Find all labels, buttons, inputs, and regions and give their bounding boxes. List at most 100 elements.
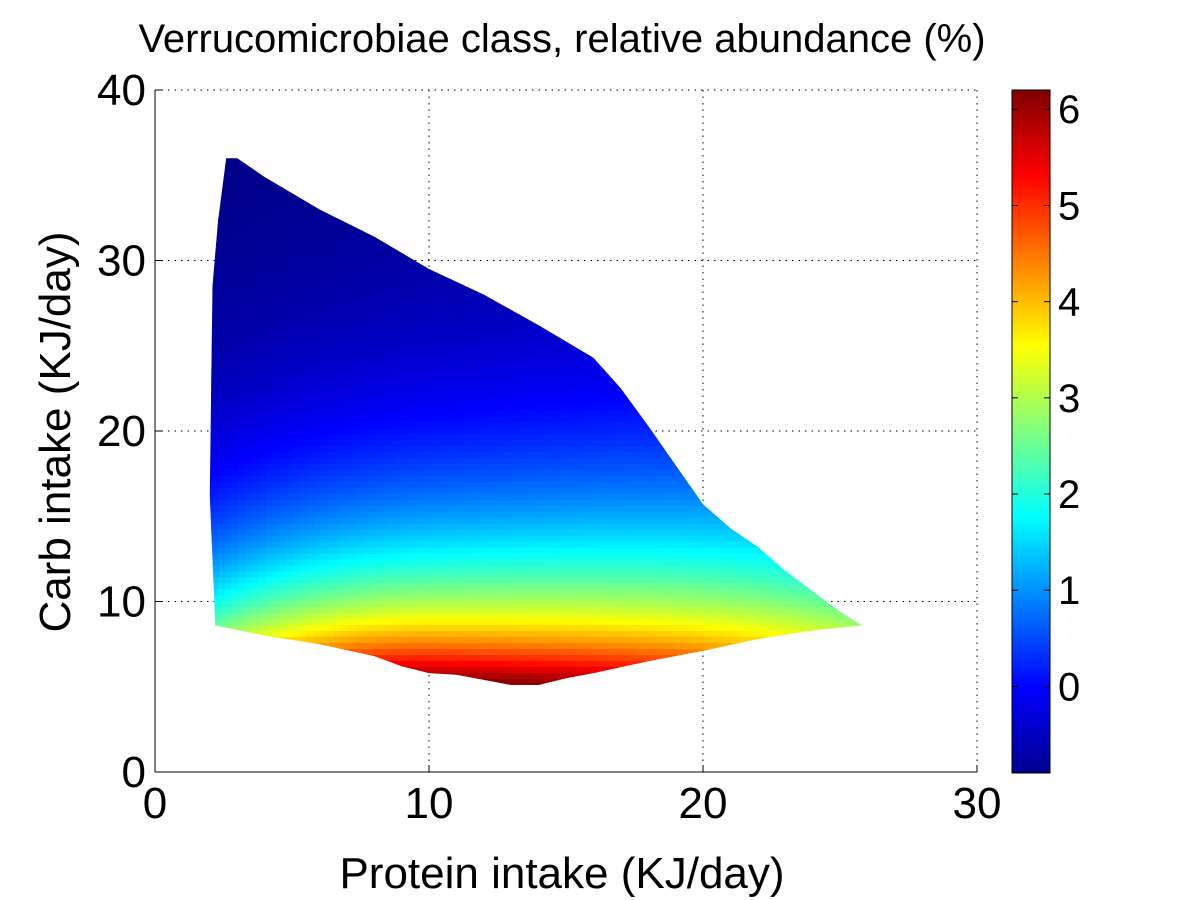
- heatmap-cell: [567, 582, 575, 590]
- heatmap-cell: [519, 475, 527, 482]
- heatmap-cell: [327, 200, 336, 208]
- heatmap-cell: [574, 487, 582, 494]
- heatmap-cell: [553, 284, 562, 291]
- heatmap-cell: [546, 499, 555, 506]
- heatmap-cell: [430, 606, 438, 614]
- heatmap-cell: [231, 260, 240, 268]
- heatmap-cell: [334, 320, 342, 327]
- heatmap-cell: [450, 158, 459, 160]
- heatmap-cell: [238, 552, 247, 560]
- heatmap-cell: [327, 182, 336, 190]
- heatmap-cell: [211, 475, 219, 482]
- heatmap-cell: [457, 158, 466, 160]
- heatmap-cell: [279, 678, 288, 685]
- heatmap-cell: [259, 594, 267, 602]
- heatmap-cell: [416, 158, 425, 160]
- heatmap-cell: [218, 612, 226, 620]
- heatmap-cell: [209, 284, 212, 291]
- heatmap-cell: [293, 505, 301, 512]
- heatmap-cell: [341, 248, 349, 256]
- heatmap-cell: [416, 576, 425, 584]
- heatmap-cell: [539, 612, 548, 620]
- heatmap-cell: [457, 176, 466, 184]
- heatmap-cell: [231, 278, 240, 285]
- heatmap-cell: [546, 355, 555, 363]
- heatmap-cell: [444, 529, 452, 536]
- heatmap-cell: [402, 350, 411, 357]
- heatmap-cell: [464, 314, 473, 321]
- heatmap-cell: [396, 158, 404, 160]
- heatmap-cell: [341, 266, 349, 274]
- heatmap-cell: [464, 224, 473, 232]
- heatmap-cell: [361, 433, 370, 441]
- heatmap-cell: [341, 242, 349, 250]
- heatmap-cell: [409, 529, 418, 536]
- heatmap-cell: [259, 570, 267, 578]
- heatmap-cell: [320, 540, 329, 548]
- heatmap-cell: [526, 540, 534, 548]
- heatmap-cell: [478, 200, 486, 208]
- heatmap-cell: [341, 206, 349, 214]
- heatmap-cell: [471, 672, 479, 679]
- heatmap-cell: [430, 344, 438, 351]
- heatmap-cell: [416, 529, 425, 536]
- heatmap-cell: [553, 666, 562, 673]
- heatmap-cell: [560, 344, 568, 351]
- heatmap-cell: [485, 600, 493, 608]
- heatmap-cell: [574, 678, 582, 685]
- heatmap-cell: [519, 355, 527, 363]
- heatmap-cell: [300, 540, 308, 548]
- heatmap-cell: [450, 540, 459, 548]
- heatmap-cell: [272, 373, 281, 381]
- heatmap-cell: [272, 457, 281, 464]
- heatmap-cell: [457, 218, 466, 226]
- heatmap-cell: [375, 654, 384, 661]
- heatmap-cell: [307, 546, 315, 554]
- heatmap-cell: [293, 499, 301, 506]
- heatmap-cell: [209, 361, 212, 369]
- heatmap-cell: [485, 517, 493, 524]
- heatmap-cell: [423, 284, 431, 291]
- heatmap-cell: [327, 540, 336, 548]
- heatmap-cell: [355, 284, 363, 291]
- heatmap-cell: [450, 194, 459, 202]
- heatmap-cell: [375, 403, 384, 411]
- heatmap-cell: [512, 314, 521, 321]
- heatmap-cell: [252, 612, 260, 620]
- heatmap-cell: [238, 487, 247, 494]
- heatmap-cell: [231, 594, 240, 602]
- heatmap-cell: [478, 552, 486, 560]
- heatmap-cell: [546, 564, 555, 572]
- heatmap-cell: [444, 236, 452, 244]
- heatmap-cell: [444, 242, 452, 250]
- heatmap-cell: [272, 242, 281, 250]
- heatmap-cell: [327, 266, 336, 274]
- heatmap-cell: [416, 373, 425, 381]
- heatmap-cell: [457, 660, 466, 667]
- heatmap-cell: [238, 385, 247, 393]
- heatmap-cell: [485, 457, 493, 464]
- heatmap-cell: [505, 218, 514, 226]
- heatmap-cell: [307, 236, 315, 244]
- heatmap-cell: [567, 511, 575, 518]
- heatmap-cell: [498, 391, 507, 399]
- heatmap-cell: [231, 344, 240, 351]
- heatmap-cell: [368, 176, 377, 184]
- heatmap-cell: [224, 421, 233, 429]
- heatmap-cell: [574, 302, 582, 309]
- heatmap-cell: [313, 523, 322, 530]
- heatmap-cell: [320, 463, 329, 470]
- heatmap-cell: [567, 594, 575, 602]
- heatmap-cell: [348, 194, 356, 202]
- heatmap-cell: [402, 248, 411, 256]
- heatmap-cell: [471, 278, 479, 285]
- heatmap-cell: [293, 272, 301, 279]
- heatmap-cell: [320, 224, 329, 232]
- heatmap-cell: [519, 379, 527, 387]
- heatmap-cell: [526, 302, 534, 309]
- heatmap-cell: [485, 385, 493, 393]
- heatmap-cell: [286, 170, 294, 178]
- heatmap-cell: [382, 517, 390, 524]
- heatmap-cell: [265, 445, 274, 453]
- heatmap-cell: [457, 564, 466, 572]
